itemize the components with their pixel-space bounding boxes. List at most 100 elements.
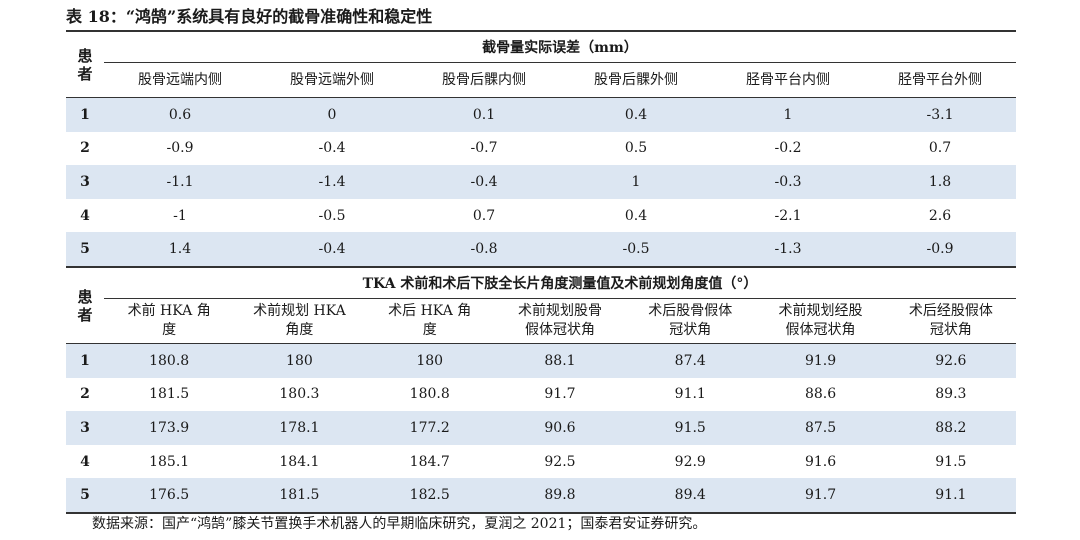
table-cell: -0.4	[408, 165, 560, 199]
patient-id: 1	[66, 97, 104, 132]
table-cell: 2.6	[928, 207, 952, 224]
column-header: 股骨后髁外侧	[560, 62, 712, 98]
table-cell: 180.8	[409, 386, 450, 403]
table-cell: 185.1	[149, 453, 190, 470]
column-header-line: 术前规划 HKA	[253, 303, 346, 319]
table-cell: 0.4	[560, 97, 712, 132]
table-cell: 91.7	[544, 386, 576, 403]
table-cell: -1	[173, 207, 187, 224]
table-cell: 88.1	[494, 343, 626, 378]
table-cell: 176.5	[104, 478, 235, 514]
column-header-line: 术后 HKA 角	[388, 303, 472, 319]
column-header-line: 度	[422, 322, 437, 338]
table-cell: 180	[234, 343, 365, 378]
column-header: 术前规划 HKA 角度	[234, 298, 365, 344]
table-cell: -3.1	[864, 97, 1016, 132]
table-cell: 90.6	[494, 411, 626, 445]
column-header-line: 假体冠状角	[524, 322, 595, 338]
table-cell: 0.7	[472, 207, 496, 224]
table-cell: -1.1	[104, 165, 256, 199]
table-cell: 91.5	[625, 411, 756, 445]
table-cell: 1.8	[864, 165, 1016, 199]
table-cell: 91.7	[755, 478, 886, 514]
column-header: 胫骨平台内侧	[712, 62, 864, 98]
table-row: 1 180.8 180 180 88.1 87.4 91.9 92.6	[66, 343, 1016, 378]
patient-id: 3	[66, 165, 104, 199]
table-cell: 180.3	[279, 386, 320, 403]
table-cell: 0.6	[104, 97, 256, 132]
patient-id: 5	[66, 478, 104, 514]
table-cell: -2.1	[774, 207, 802, 224]
table-cell: 89.3	[935, 386, 967, 403]
patient-id: 4	[80, 207, 90, 224]
column-header-line: 术后股骨假体	[648, 303, 733, 319]
table-row: 1 0.6 0 0.1 0.4 1 -3.1	[66, 97, 1016, 132]
column-header-line: 术前规划股骨	[517, 303, 602, 319]
patient-column-header: 患 者	[66, 267, 104, 344]
table-cell: 89.4	[625, 478, 756, 514]
table-cell: 92.5	[544, 453, 576, 470]
table-cell: 0.7	[928, 140, 952, 157]
column-header-line: 术后经股假体	[908, 303, 993, 319]
table-cell: -0.3	[712, 165, 864, 199]
table-row: 2 181.5 180.3 180.8 91.7 91.1 88.6 89.3	[66, 378, 1016, 412]
column-header: 术后 HKA 角度	[364, 298, 495, 344]
table-cell: 91.6	[804, 453, 837, 470]
table-cell: -0.2	[774, 140, 802, 157]
table-cell: 91.1	[674, 386, 706, 403]
column-header-line: 术前 HKA 角	[127, 303, 211, 319]
table-cell: 182.5	[364, 478, 495, 514]
table-cell: -0.7	[470, 140, 498, 157]
table-cell: 88.6	[804, 386, 837, 403]
table-cell: 180	[364, 343, 495, 378]
table-cell: -0.4	[256, 232, 408, 268]
table-row: 2 -0.9 -0.4 -0.7 0.5 -0.2 0.7	[66, 132, 1016, 166]
table-cell: 0.5	[624, 140, 648, 157]
group-title: 截骨量实际误差（mm）	[104, 32, 1016, 63]
table-cell: 173.9	[104, 411, 235, 445]
column-header: 术后股骨假体 冠状角	[625, 298, 756, 344]
table-cell: 88.2	[885, 411, 1016, 445]
table-cell: 1	[560, 165, 712, 199]
table-cell: 0	[256, 97, 408, 132]
data-source-note: 数据来源：国产“鸿鹄”膝关节置换手术机器人的早期临床研究，夏润之 2021；国泰…	[92, 516, 707, 532]
bone-cut-error-table: 患 者截骨量实际误差（mm） 股骨远端内侧 股骨远端外侧 股骨后髁内侧 股骨后髁外侧 胫骨…	[66, 32, 1016, 268]
table-row: 5 1.4 -0.4 -0.8 -0.5 -1.3 -0.9	[66, 232, 1016, 268]
column-header-line: 冠状角	[669, 322, 712, 338]
column-header: 股骨远端内侧	[104, 62, 256, 98]
patient-column-header: 患 者	[66, 32, 104, 98]
table-row: 5 176.5 181.5 182.5 89.8 89.4 91.7 91.1	[66, 478, 1016, 514]
table-cell: 89.8	[494, 478, 626, 514]
table-row: 3 173.9 178.1 177.2 90.6 91.5 87.5 88.2	[66, 411, 1016, 445]
column-header: 术前规划经股 假体冠状角	[755, 298, 886, 344]
column-header: 股骨后髁内侧	[408, 62, 560, 98]
table-cell: -0.4	[318, 140, 346, 157]
column-header: 股骨远端外侧	[256, 62, 408, 98]
table-cell: 180.8	[104, 343, 235, 378]
table-cell: -0.8	[408, 232, 560, 268]
column-header: 术后经股假体 冠状角	[885, 298, 1016, 344]
table-row: 4 185.1 184.1 184.7 92.5 92.9 91.6 91.5	[66, 445, 1016, 479]
column-header: 术前 HKA 角度	[104, 298, 235, 344]
patient-id: 4	[80, 453, 90, 470]
table-cell: -1.3	[712, 232, 864, 268]
patient-id: 2	[80, 386, 90, 403]
column-header-line: 假体冠状角	[785, 322, 856, 338]
table-cell: 181.5	[149, 386, 190, 403]
patient-id: 2	[80, 140, 90, 157]
table-cell: 91.9	[755, 343, 886, 378]
table-cell: 178.1	[234, 411, 365, 445]
table-caption: 表 18：“鸿鹄”系统具有良好的截骨准确性和稳定性	[66, 4, 1016, 32]
table-cell: 1	[712, 97, 864, 132]
column-header-line: 冠状角	[929, 322, 972, 338]
table-row: 4 -1 -0.5 0.7 0.4 -2.1 2.6	[66, 199, 1016, 233]
table-cell: 0.4	[624, 207, 648, 224]
table-cell: 181.5	[234, 478, 365, 514]
table-cell: 92.9	[674, 453, 706, 470]
table-cell: 91.5	[935, 453, 967, 470]
table-cell: 0.1	[408, 97, 560, 132]
table-cell: -0.9	[864, 232, 1016, 268]
table-cell: 87.4	[625, 343, 756, 378]
table-cell: 91.1	[885, 478, 1016, 514]
patient-id: 3	[66, 411, 104, 445]
